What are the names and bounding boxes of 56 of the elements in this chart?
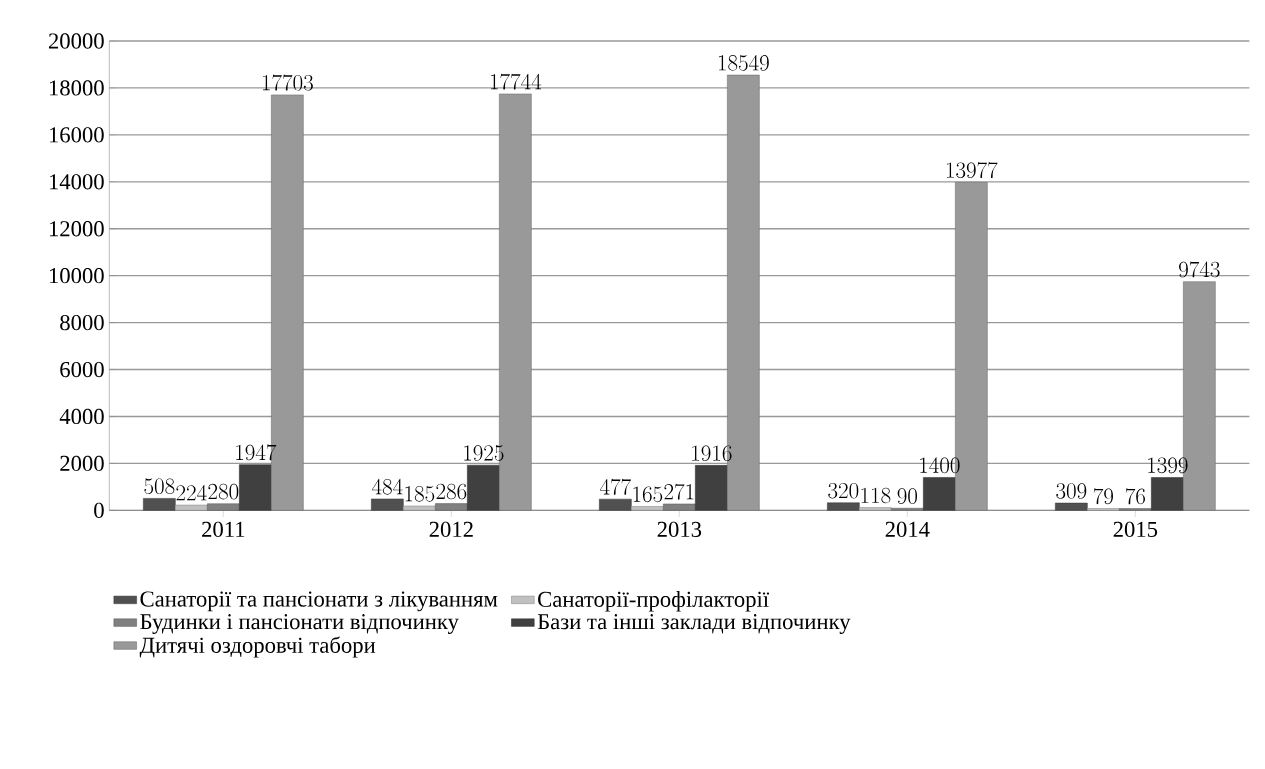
data-label: 1400 — [920, 457, 960, 474]
y-tick-label: 6000 — [60, 361, 104, 378]
x-tick-label: 2014 — [885, 521, 930, 538]
bar — [239, 464, 272, 511]
data-label: 90 — [897, 488, 917, 504]
legend-label: Дитячі оздоровчі табори — [139, 636, 376, 658]
data-label: 477 — [599, 478, 631, 495]
data-label: 1947 — [236, 444, 277, 461]
legend-label: Будинки і пансіонати відпочинку — [140, 614, 459, 634]
bar — [1151, 477, 1184, 511]
legend-label: Санаторії та пансіонати з лікуванням — [140, 591, 498, 612]
data-label: 185 — [405, 486, 435, 502]
y-tick-label: 0 — [94, 502, 104, 518]
bar — [923, 477, 956, 511]
data-label: 224 — [176, 484, 207, 501]
data-label: 508 — [144, 478, 175, 495]
y-tick-label: 4000 — [59, 408, 104, 425]
data-label: 1916 — [692, 445, 732, 462]
data-label: 165 — [633, 486, 663, 503]
data-label: 18549 — [718, 54, 769, 71]
x-tick-label: 2012 — [429, 521, 473, 538]
data-label: 1925 — [464, 445, 504, 461]
x-tick-label: 2015 — [1113, 521, 1158, 538]
data-label: 271 — [664, 483, 694, 500]
bar — [599, 498, 632, 511]
data-label: 76 — [1125, 488, 1145, 505]
y-tick-label: 14000 — [49, 174, 104, 190]
x-tick-label: 2013 — [657, 521, 702, 538]
y-tick-label: 8000 — [60, 314, 104, 331]
legend-label: Бази та інші заклади відпочинку — [537, 614, 851, 634]
data-label: 320 — [828, 482, 859, 499]
data-label: 1399 — [1148, 457, 1188, 474]
y-tick-label: 20000 — [48, 33, 104, 49]
y-tick-label: 18000 — [49, 80, 104, 96]
bar — [371, 498, 404, 511]
data-label: 280 — [208, 483, 239, 500]
bar — [1055, 502, 1088, 511]
legend-label: Санаторії-профілакторії — [538, 591, 770, 612]
data-label: 286 — [436, 483, 467, 500]
data-label: 9743 — [1179, 261, 1220, 278]
y-tick-label: 2000 — [60, 455, 104, 472]
data-label: 309 — [1056, 483, 1087, 499]
y-tick-label: 10000 — [49, 268, 104, 284]
bar — [827, 502, 860, 511]
data-label: 118 — [861, 487, 891, 504]
data-label: 484 — [371, 478, 403, 495]
data-label: 13977 — [946, 162, 998, 179]
data-label: 17703 — [262, 74, 313, 91]
x-tick-label: 2011 — [202, 521, 245, 538]
y-tick-label: 12000 — [49, 221, 104, 237]
bar — [143, 498, 176, 511]
y-tick-label: 16000 — [49, 127, 104, 143]
bar — [467, 464, 500, 511]
data-label: 79 — [1093, 488, 1113, 505]
bar — [695, 465, 728, 511]
data-label: 17744 — [490, 73, 542, 90]
